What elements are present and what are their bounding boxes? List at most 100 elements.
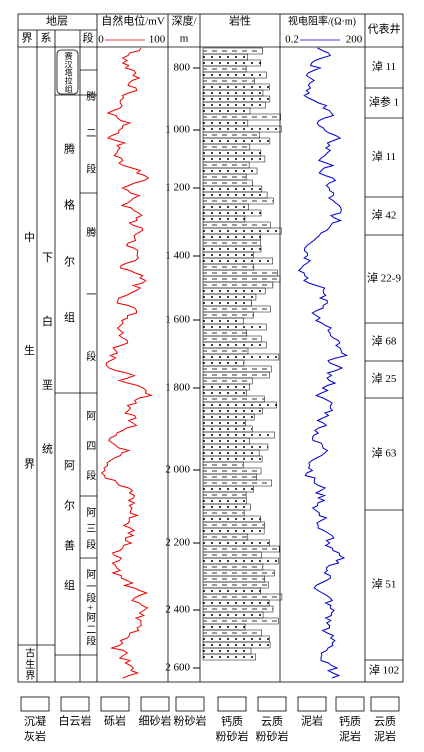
lithology-layer — [202, 467, 262, 475]
legend-label: 云质泥岩 — [374, 715, 396, 743]
lithology-layer — [202, 197, 274, 205]
lithology-layer — [202, 101, 266, 109]
well-label: 淖 102 — [369, 663, 399, 677]
legend-swatch — [140, 696, 170, 712]
lithology-layer — [202, 83, 270, 91]
depth-label: 1 000 — [165, 124, 190, 136]
lithology-layer — [202, 419, 246, 427]
lithology-layer — [202, 71, 267, 79]
formation: 赛汉塔拉组 — [64, 51, 73, 93]
lithology-layer — [202, 305, 271, 313]
lithology-layer — [202, 221, 271, 229]
well-label: 淖 51 — [372, 577, 397, 591]
legend-swatch — [20, 696, 50, 712]
depth-label: 800 — [174, 62, 191, 74]
lithology-layer — [202, 539, 270, 547]
lithology-layer — [202, 611, 264, 619]
lithology-layer — [202, 635, 270, 643]
legend-label: 粉砂岩 — [174, 714, 207, 728]
lithology-layer — [202, 323, 267, 331]
well-label: 淖 25 — [372, 371, 397, 385]
frame — [17, 13, 404, 683]
lithology-layer — [202, 311, 254, 319]
lithology-layer — [202, 53, 248, 61]
lithology-layer — [202, 185, 263, 193]
lithology-layer — [202, 335, 262, 343]
header-sp-min: 0 — [98, 34, 104, 46]
lithology-layer — [202, 389, 247, 397]
header-depth: 深度/ — [171, 14, 197, 28]
lithology-layer — [202, 407, 264, 415]
header-strata: 地层 — [46, 15, 68, 28]
header-sp-max: 100 — [149, 34, 166, 46]
lithology-layer — [202, 65, 247, 73]
lithology-layer — [202, 413, 255, 421]
lithology-layer — [202, 653, 256, 661]
lithology-layer — [202, 485, 254, 493]
lithology-layer — [202, 647, 252, 655]
depth-label: 1 600 — [165, 314, 190, 326]
legend-swatch — [60, 696, 90, 712]
header-jie: 界 — [22, 32, 33, 45]
well-label: 淖 42 — [372, 208, 397, 222]
legend-label: 细砂岩 — [139, 714, 172, 728]
lithology-layer — [202, 581, 269, 589]
lithology-layer — [202, 155, 266, 163]
lithology-layer — [202, 371, 270, 379]
depth-label: 1 800 — [165, 382, 190, 394]
lithology-layer — [202, 167, 258, 175]
lithology-layer — [202, 599, 270, 607]
lithology-layer — [202, 503, 251, 511]
member: 阿三段 — [84, 507, 96, 555]
lithology-layer — [202, 281, 274, 289]
header-lithology: 岩性 — [229, 14, 251, 28]
era: 古生界 — [23, 646, 35, 681]
lithology-layer — [202, 425, 253, 433]
lithology-layer — [202, 203, 249, 211]
legend-label: 沉凝灰岩 — [24, 714, 46, 743]
lithology-layer — [202, 515, 261, 523]
lithology-layer — [202, 95, 271, 103]
legend-swatch — [370, 696, 400, 712]
depth-label: 2 400 — [165, 604, 190, 616]
lithology-layer — [202, 113, 281, 121]
lithology-layer — [202, 317, 244, 325]
member: 腾一段 — [84, 226, 96, 413]
lithology-layer — [202, 473, 257, 481]
lithology-layer — [202, 545, 280, 553]
legend-label: 钙质粉砂岩 — [216, 714, 249, 743]
depth-label: 2 200 — [165, 537, 190, 549]
legend-swatch — [217, 696, 247, 712]
well-label: 淖 63 — [372, 446, 397, 460]
lithology-layer — [202, 293, 257, 301]
lithology-layer — [202, 479, 272, 487]
lithology-layer — [202, 215, 246, 223]
lithology-layer — [202, 209, 262, 217]
lithology-layer — [202, 173, 247, 181]
lithology-layer — [202, 227, 282, 235]
header-xi: 系 — [41, 32, 52, 45]
lithology-layer — [202, 137, 271, 145]
header-wells: 代表井 — [368, 22, 401, 36]
depth-label: 2 000 — [165, 464, 190, 476]
lithology-layer — [202, 341, 267, 349]
system: 下白垩统 — [40, 251, 53, 506]
lithology-layer — [202, 431, 275, 439]
member: 阿一段+阿二段 — [84, 569, 96, 648]
formation: 腾格尔组 — [62, 141, 75, 367]
lithology-layer — [202, 59, 261, 67]
lithology-layer — [202, 47, 263, 55]
header-depth-unit: m — [180, 33, 189, 45]
lithology-layer — [202, 143, 251, 151]
lithology-layer — [202, 491, 247, 499]
lithology-layer — [202, 251, 254, 259]
lithology-layer — [202, 575, 266, 583]
lithology-layer — [202, 641, 271, 649]
lithology-layer — [202, 455, 263, 463]
lithology-layer — [202, 125, 282, 133]
lithology-layer — [202, 395, 265, 403]
lithology-layer — [202, 239, 261, 247]
lithology-layer — [202, 353, 280, 361]
